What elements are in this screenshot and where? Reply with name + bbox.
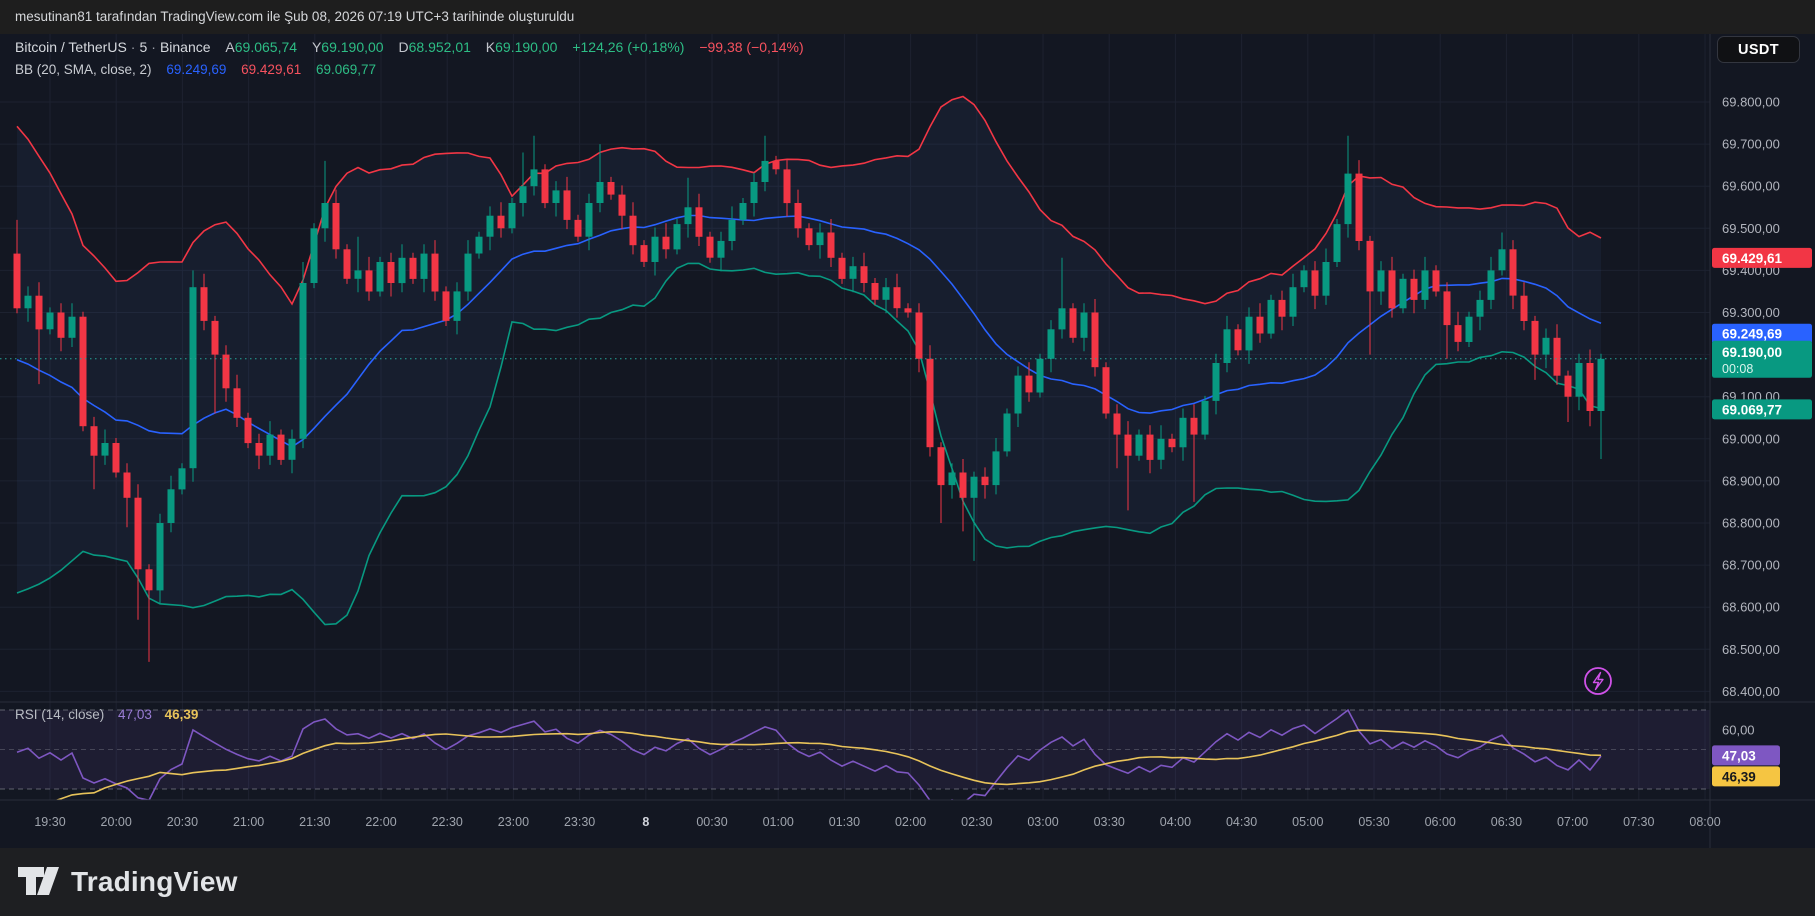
symbol-interval[interactable]: 5 <box>139 39 148 55</box>
close-value: 69.190,00 <box>495 39 558 55</box>
currency-toggle-button[interactable]: USDT <box>1717 36 1800 63</box>
bb-lower-value: 69.069,77 <box>315 62 377 77</box>
lightning-icon[interactable] <box>1584 667 1612 695</box>
rsi-ma-line[interactable] <box>17 729 1602 824</box>
svg-text:68.500,00: 68.500,00 <box>1722 642 1780 657</box>
rsi-label[interactable]: RSI (14, close) <box>15 707 105 722</box>
open-value: 69.065,74 <box>234 39 298 55</box>
svg-text:23:30: 23:30 <box>564 815 595 829</box>
footer-bar: TradingView <box>0 848 1815 916</box>
rsi-value: 47,03 <box>118 707 152 722</box>
legend-separator: · <box>130 39 136 55</box>
svg-text:20:00: 20:00 <box>101 815 132 829</box>
low-value: 68.952,01 <box>408 39 471 55</box>
bb-upper-value: 69.429,61 <box>241 62 302 77</box>
rsi-badge: 47,03 <box>1712 745 1780 766</box>
close-pair: K69.190,00 <box>485 39 558 55</box>
rsi-ma-value: 46,39 <box>164 707 199 722</box>
tradingview-logo[interactable]: TradingView <box>17 863 238 901</box>
svg-text:03:00: 03:00 <box>1027 815 1058 829</box>
svg-text:00:08: 00:08 <box>1722 362 1753 376</box>
svg-text:05:30: 05:30 <box>1358 815 1389 829</box>
bb-fill <box>17 96 1601 625</box>
svg-text:07:00: 07:00 <box>1557 815 1588 829</box>
svg-text:22:30: 22:30 <box>432 815 463 829</box>
svg-text:06:00: 06:00 <box>1425 815 1456 829</box>
tradingview-wordmark: TradingView <box>71 866 238 897</box>
svg-text:23:00: 23:00 <box>498 815 529 829</box>
price-chart-canvas[interactable]: 69.800,00 69.700,00 69.600,00 69.500,00 69.4… <box>0 34 1815 848</box>
svg-text:07:30: 07:30 <box>1623 815 1654 829</box>
bb-upper-badge: 69.429,61 <box>1712 247 1812 268</box>
symbol-legend: Bitcoin / TetherUS · 5 · Binance A69.065,74 … <box>15 39 804 55</box>
rsi-axis-label: 60,00 <box>1722 722 1755 737</box>
svg-text:04:00: 04:00 <box>1160 815 1191 829</box>
svg-text:08:00: 08:00 <box>1689 815 1720 829</box>
svg-text:05:00: 05:00 <box>1292 815 1323 829</box>
svg-text:69.300,00: 69.300,00 <box>1722 305 1780 320</box>
attribution-text: mesutinan81 tarafından TradingView.com i… <box>15 9 575 24</box>
svg-text:06:30: 06:30 <box>1491 815 1522 829</box>
svg-text:69.700,00: 69.700,00 <box>1722 137 1780 152</box>
attribution-bar: mesutinan81 tarafından TradingView.com i… <box>0 0 1815 34</box>
svg-text:02:30: 02:30 <box>961 815 992 829</box>
svg-text:69.190,00: 69.190,00 <box>1722 345 1782 360</box>
svg-text:04:30: 04:30 <box>1226 815 1257 829</box>
svg-text:69.500,00: 69.500,00 <box>1722 221 1780 236</box>
svg-text:69.249,69: 69.249,69 <box>1722 327 1782 342</box>
bb-basis-value: 69.249,69 <box>166 62 227 77</box>
svg-text:69.069,77: 69.069,77 <box>1722 402 1782 417</box>
svg-text:01:30: 01:30 <box>829 815 860 829</box>
tradingview-logo-icon <box>18 867 59 895</box>
legend-separator: · <box>151 39 156 55</box>
rsi-legend: RSI (14, close) 47,03 46,39 <box>15 707 198 722</box>
low-pair: D68.952,01 <box>398 39 471 55</box>
change-negative: −99,38 (−0,14%) <box>699 39 804 55</box>
high-value: 69.190,00 <box>321 39 384 55</box>
svg-text:69.800,00: 69.800,00 <box>1722 95 1780 110</box>
bb-basis-badge: 69.249,69 <box>1712 323 1812 344</box>
svg-text:69.000,00: 69.000,00 <box>1722 431 1780 446</box>
candles-layer <box>13 135 1605 662</box>
svg-text:21:30: 21:30 <box>299 815 330 829</box>
svg-text:46,39: 46,39 <box>1722 769 1756 784</box>
rsi-band-fill <box>0 710 1710 789</box>
high-pair: Y69.190,00 <box>311 39 384 55</box>
bb-label[interactable]: BB (20, SMA, close, 2) <box>15 62 152 77</box>
symbol-exchange[interactable]: Binance <box>159 39 211 55</box>
svg-text:68.900,00: 68.900,00 <box>1722 473 1780 488</box>
svg-text:00:30: 00:30 <box>696 815 727 829</box>
bb-legend: BB (20, SMA, close, 2) 69.249,69 69.429,… <box>15 62 376 77</box>
svg-text:68.800,00: 68.800,00 <box>1722 516 1780 531</box>
svg-text:02:00: 02:00 <box>895 815 926 829</box>
open-pair: A69.065,74 <box>225 39 298 55</box>
svg-text:68.700,00: 68.700,00 <box>1722 558 1780 573</box>
svg-text:47,03: 47,03 <box>1722 748 1756 763</box>
bb-lower-badge: 69.069,77 <box>1712 399 1812 420</box>
svg-text:69.429,61: 69.429,61 <box>1722 251 1783 266</box>
svg-text:69.600,00: 69.600,00 <box>1722 179 1780 194</box>
svg-text:19:30: 19:30 <box>34 815 65 829</box>
svg-text:22:00: 22:00 <box>365 815 396 829</box>
time-axis[interactable]: 19:30 20:00 20:30 21:00 21:30 22:00 22:30 23:00… <box>34 815 1720 829</box>
bb-upper-line[interactable] <box>16 95 1602 306</box>
price-axis[interactable]: 69.800,00 69.700,00 69.600,00 69.500,00 69.4… <box>1722 95 1780 699</box>
symbol-title[interactable]: Bitcoin / TetherUS <box>15 39 127 55</box>
rsi-ma-badge: 46,39 <box>1712 766 1780 787</box>
bb-lower-line[interactable] <box>16 262 1602 626</box>
svg-text:20:30: 20:30 <box>167 815 198 829</box>
change-positive: +124,26 (+0,18%) <box>572 39 685 55</box>
svg-text:8: 8 <box>642 815 649 829</box>
current-price-badge: 69.190,00 00:08 <box>1712 340 1812 378</box>
svg-text:68.600,00: 68.600,00 <box>1722 600 1780 615</box>
svg-text:01:00: 01:00 <box>763 815 794 829</box>
svg-text:21:00: 21:00 <box>233 815 264 829</box>
svg-text:03:30: 03:30 <box>1094 815 1125 829</box>
svg-text:68.400,00: 68.400,00 <box>1722 684 1780 699</box>
